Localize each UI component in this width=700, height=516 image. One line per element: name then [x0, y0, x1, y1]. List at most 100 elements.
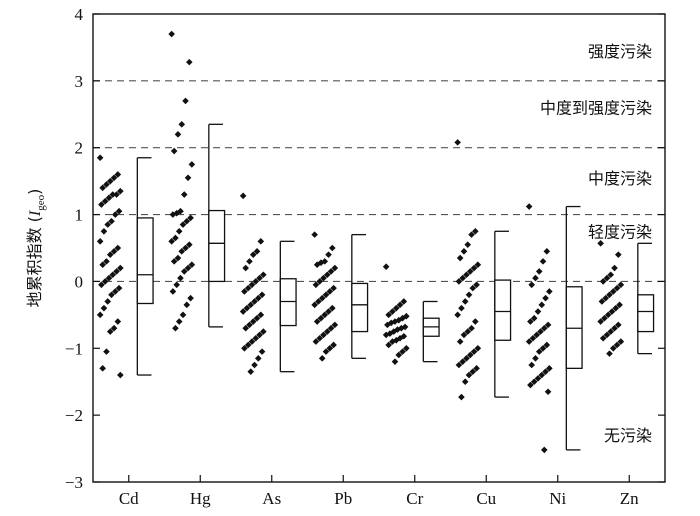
data-point — [260, 328, 267, 335]
data-point — [598, 298, 606, 305]
data-point — [392, 304, 400, 312]
data-point — [615, 251, 622, 258]
data-point — [386, 330, 394, 337]
data-point — [385, 341, 392, 349]
data-point — [101, 197, 109, 205]
data-point — [103, 348, 110, 355]
data-point — [239, 192, 247, 200]
data-point — [463, 355, 470, 362]
data-point — [401, 323, 409, 331]
data-point — [597, 318, 604, 325]
data-point — [599, 278, 607, 285]
data-point — [104, 221, 112, 228]
data-point — [456, 338, 464, 345]
data-point — [403, 344, 410, 352]
data-point — [318, 294, 326, 302]
data-point — [400, 298, 408, 305]
data-point — [542, 368, 549, 375]
data-point — [249, 318, 257, 325]
data-point — [609, 288, 617, 295]
plot-frame — [92, 13, 666, 483]
data-point — [611, 264, 618, 272]
data-point — [613, 284, 621, 292]
data-point — [98, 201, 105, 208]
data-point — [184, 174, 192, 182]
data-point — [318, 355, 326, 362]
data-point — [458, 304, 465, 312]
data-point — [533, 331, 541, 339]
y-tick-label: −2 — [65, 406, 83, 425]
data-point — [168, 238, 175, 245]
data-point — [257, 238, 265, 245]
data-point — [322, 348, 330, 355]
data-point — [461, 298, 469, 305]
data-point — [104, 298, 112, 305]
data-point — [461, 378, 469, 386]
data-point — [399, 348, 406, 355]
data-point — [538, 371, 546, 379]
data-point — [527, 318, 534, 325]
data-point — [532, 274, 539, 282]
box-iqr — [136, 217, 154, 305]
data-point — [530, 314, 538, 322]
data-point — [465, 291, 473, 299]
data-point — [96, 238, 104, 245]
data-point — [606, 291, 613, 299]
box-iqr — [351, 282, 369, 333]
y-tick-label: 1 — [75, 206, 84, 225]
data-point — [320, 274, 327, 282]
data-point — [258, 291, 266, 299]
x-tick-label: Pb — [334, 489, 352, 508]
data-point — [394, 326, 401, 333]
data-point — [249, 251, 257, 258]
data-point — [460, 248, 468, 255]
data-point — [455, 278, 463, 285]
data-point — [252, 334, 260, 342]
data-point — [321, 311, 329, 319]
data-point — [474, 261, 482, 269]
x-tick-label: Ni — [549, 489, 566, 508]
data-point — [535, 268, 543, 275]
data-point — [243, 304, 251, 312]
data-point — [384, 321, 391, 329]
data-point — [109, 271, 117, 279]
data-point — [602, 294, 609, 302]
data-point — [242, 324, 249, 332]
data-point — [613, 341, 621, 349]
data-point — [472, 227, 479, 235]
data-point — [320, 331, 327, 339]
data-point — [105, 194, 113, 202]
data-point — [313, 318, 321, 325]
data-point — [396, 301, 404, 309]
data-point — [323, 271, 331, 279]
data-point — [100, 227, 108, 235]
data-point — [389, 338, 396, 345]
data-point — [179, 311, 187, 319]
x-tick-label: Hg — [190, 489, 211, 508]
data-point — [117, 264, 124, 272]
data-point — [113, 268, 120, 275]
data-point — [312, 338, 320, 345]
data-point — [117, 371, 124, 379]
data-point — [115, 207, 123, 215]
data-point — [244, 284, 252, 292]
data-point — [530, 378, 538, 386]
data-point — [251, 298, 258, 305]
data-point — [323, 328, 331, 335]
data-point — [247, 301, 255, 309]
data-point — [106, 177, 114, 185]
data-point — [327, 268, 335, 275]
data-point — [325, 251, 332, 258]
data-point — [603, 274, 611, 282]
data-point — [106, 328, 114, 335]
data-point — [525, 203, 533, 210]
data-point — [469, 284, 477, 292]
data-point — [466, 268, 474, 275]
data-point — [539, 344, 547, 352]
box-iqr — [637, 294, 655, 333]
data-point — [468, 324, 475, 332]
data-point — [113, 191, 120, 198]
x-tick-label: Cu — [476, 489, 496, 508]
data-point — [248, 338, 256, 345]
data-point — [239, 308, 247, 315]
